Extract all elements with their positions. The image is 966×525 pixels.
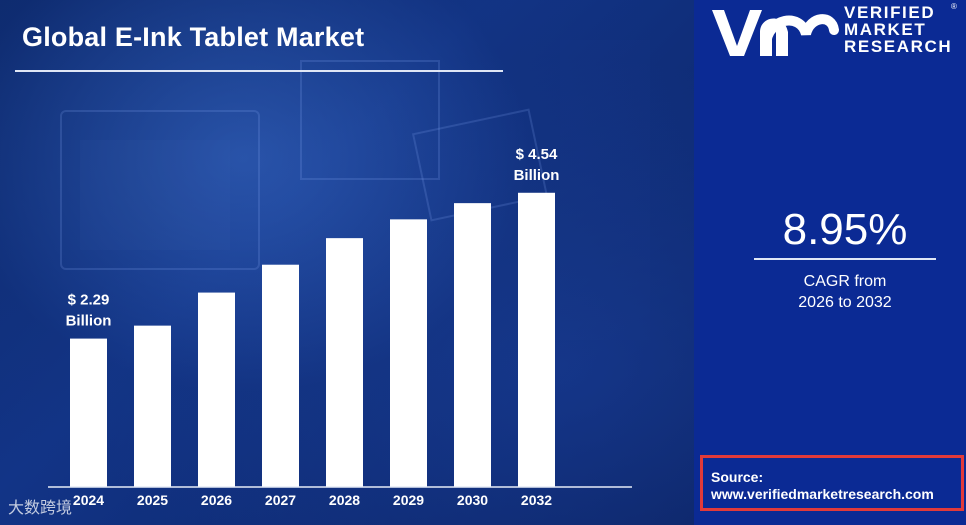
- source-link[interactable]: www.verifiedmarketresearch.com: [711, 486, 934, 502]
- bar-2032: [518, 192, 555, 487]
- x-tick-label: 2024: [73, 492, 104, 508]
- bar-2029: [390, 219, 427, 487]
- x-tick-label: 2026: [201, 492, 232, 508]
- source-label: Source:: [711, 469, 764, 485]
- source-box: Source: www.verifiedmarketresearch.com: [700, 455, 964, 511]
- data-label: Billion: [66, 313, 112, 330]
- background-chip-shape: [60, 110, 260, 270]
- x-tick-label: 2025: [137, 492, 168, 508]
- bar-2024: [70, 338, 107, 487]
- logo-wordmark: VERIFIED MARKET RESEARCH: [844, 3, 953, 56]
- cagr-value: 8.95%: [782, 205, 908, 254]
- x-tick-label: 2030: [457, 492, 488, 508]
- watermark: 大数跨境: [8, 498, 73, 517]
- data-label: Billion: [514, 167, 560, 184]
- x-tick-label: 2027: [265, 492, 296, 508]
- title-divider: [15, 70, 503, 72]
- background-chip-shape: [300, 60, 440, 180]
- bar-2025: [134, 325, 171, 487]
- bar-2028: [326, 238, 363, 487]
- bar-chart: 2024 2025 2026 2027 2028 2029 2030 2032 $ 2.29 Bi…: [48, 146, 632, 508]
- data-label: $ 2.29: [68, 292, 110, 309]
- info-panel: VERIFIED MARKET RESEARCH ® 8.95% CAGR fr…: [694, 0, 966, 525]
- chart-title: Global E-Ink Tablet Market: [22, 22, 365, 52]
- data-label: $ 4.54: [516, 146, 558, 163]
- vmr-logo-icon: [712, 10, 839, 56]
- x-tick-label: 2029: [393, 492, 424, 508]
- bar-2027: [262, 264, 299, 487]
- cagr-label: CAGR from 2026 to 2032: [798, 273, 892, 311]
- x-tick-label: 2032: [521, 492, 552, 508]
- bar-2030: [454, 203, 491, 487]
- x-tick-label: 2028: [329, 492, 360, 508]
- registered-mark: ®: [951, 2, 957, 11]
- cagr-divider: [754, 258, 936, 260]
- bar-2026: [198, 292, 235, 487]
